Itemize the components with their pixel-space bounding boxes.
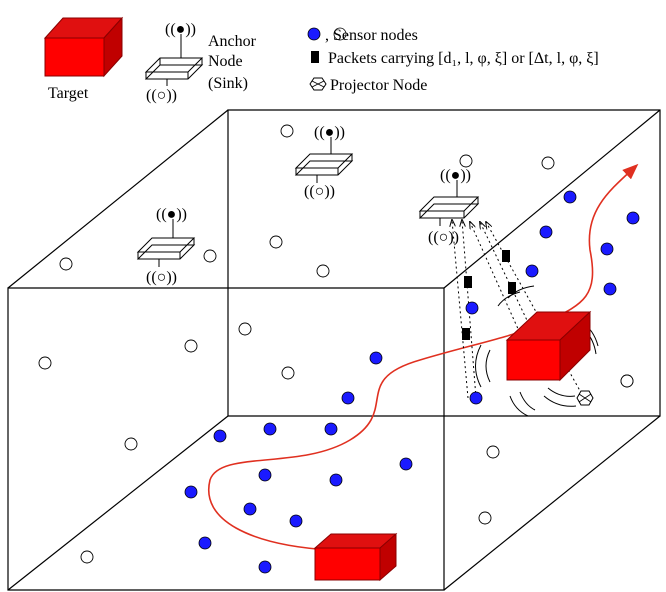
sensor-node-active xyxy=(341,391,355,405)
legend-anchor-icon: ((●)) ((○)) xyxy=(144,21,204,104)
svg-text:((●)): ((●)) xyxy=(156,206,187,223)
anchor-node-2: ((●)) ((○)) xyxy=(294,124,354,200)
sensor-node-active xyxy=(369,351,383,365)
anchor-signal-top: ((●)) xyxy=(165,21,196,38)
legend-packet-icon xyxy=(311,51,319,63)
anchor-node-3: ((●)) ((○)) xyxy=(418,167,480,246)
packet xyxy=(464,276,472,288)
anchor-signal-bottom: ((○)) xyxy=(146,87,177,104)
projector-node xyxy=(576,390,594,406)
sensor-node xyxy=(620,374,634,388)
sensor-node-active xyxy=(258,468,272,482)
legend-packets-label: Packets carrying [d₁, l, φ, ξ] or [Δt, l… xyxy=(328,50,599,67)
target-current xyxy=(505,310,592,382)
sensor-node-active xyxy=(626,211,640,225)
svg-text:((○)): ((○)) xyxy=(146,269,177,286)
sensor-node-active xyxy=(213,429,227,443)
legend: Target ((●)) ((○)) Anchor Node (Sink) , … xyxy=(43,16,599,104)
sensor-node-active xyxy=(184,485,198,499)
target-start xyxy=(313,532,398,582)
sensor-node xyxy=(478,511,492,525)
legend-target-label: Target xyxy=(48,85,89,102)
sensor-node xyxy=(38,356,52,370)
legend-sensor-label: , Sensor nodes xyxy=(325,27,418,44)
sensor-node xyxy=(59,257,73,271)
legend-projector-icon xyxy=(309,77,327,91)
sensor-node xyxy=(316,264,330,278)
legend-sensor-active-icon xyxy=(307,27,321,41)
packets xyxy=(462,250,516,340)
legend-target-icon xyxy=(43,16,124,78)
packet xyxy=(462,328,470,340)
sensor-node xyxy=(184,339,198,353)
svg-text:((●)): ((●)) xyxy=(314,124,345,141)
sensor-node-active xyxy=(258,560,272,574)
legend-anchor-label-1: Anchor xyxy=(208,33,257,50)
sensor-node-active xyxy=(263,422,277,436)
anchor-node-1: ((●)) ((○)) xyxy=(136,206,196,286)
packet xyxy=(508,282,516,294)
sensor-nodes-inactive xyxy=(38,124,634,564)
legend-anchor-label-3: (Sink) xyxy=(208,75,248,92)
sensor-node-active xyxy=(600,242,614,256)
legend-projector-label: Projector Node xyxy=(330,77,427,94)
sensor-node-active xyxy=(469,391,483,405)
sensor-node-active xyxy=(465,301,479,315)
sensor-node xyxy=(541,156,555,170)
sensor-node xyxy=(124,437,138,451)
sensor-node-active xyxy=(198,536,212,550)
sensor-node-active xyxy=(603,282,617,296)
sensor-node-active xyxy=(243,502,257,516)
sensor-node-active xyxy=(289,514,303,528)
sensor-node xyxy=(80,550,94,564)
sensor-node-active xyxy=(329,473,343,487)
svg-text:((○)): ((○)) xyxy=(428,229,459,246)
sensor-node xyxy=(280,124,294,138)
target-trajectory xyxy=(207,163,639,551)
legend-sensor-inactive-icon xyxy=(333,27,347,41)
svg-text:((○)): ((○)) xyxy=(304,183,335,200)
sensor-node xyxy=(203,249,217,263)
sensor-node xyxy=(486,445,500,459)
sensor-node xyxy=(281,366,295,380)
sensor-node xyxy=(238,322,252,336)
sensor-node-active xyxy=(539,225,553,239)
network-volume-cube xyxy=(7,109,661,591)
legend-anchor-label-2: Node xyxy=(208,53,243,70)
sensor-node xyxy=(459,154,473,168)
sensor-nodes-active xyxy=(184,190,640,574)
sensor-node-active xyxy=(525,264,539,278)
sensor-node-active xyxy=(563,190,577,204)
packet xyxy=(502,250,510,262)
sensor-node-active xyxy=(399,457,413,471)
svg-text:((●)): ((●)) xyxy=(440,167,471,184)
sensor-node xyxy=(269,235,283,249)
sensor-node-active xyxy=(324,422,338,436)
